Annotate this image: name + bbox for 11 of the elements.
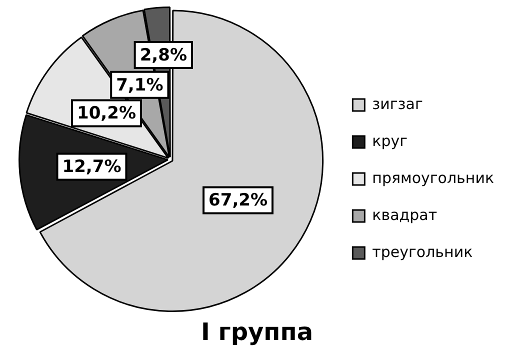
data-label: 67,2% (208, 190, 268, 211)
legend-label: круг (372, 132, 408, 150)
legend-label: зигзаг (372, 94, 423, 113)
legend-label: квадрат (372, 206, 438, 224)
legend-label: прямоугольник (372, 168, 494, 187)
data-label: 2,8% (140, 45, 187, 66)
data-label: 12,7% (62, 157, 122, 178)
data-label: 7,1% (116, 75, 164, 96)
text: I группа (200, 318, 314, 346)
data-label: 10,2% (76, 104, 136, 124)
legend-label: треугольник (372, 242, 473, 261)
